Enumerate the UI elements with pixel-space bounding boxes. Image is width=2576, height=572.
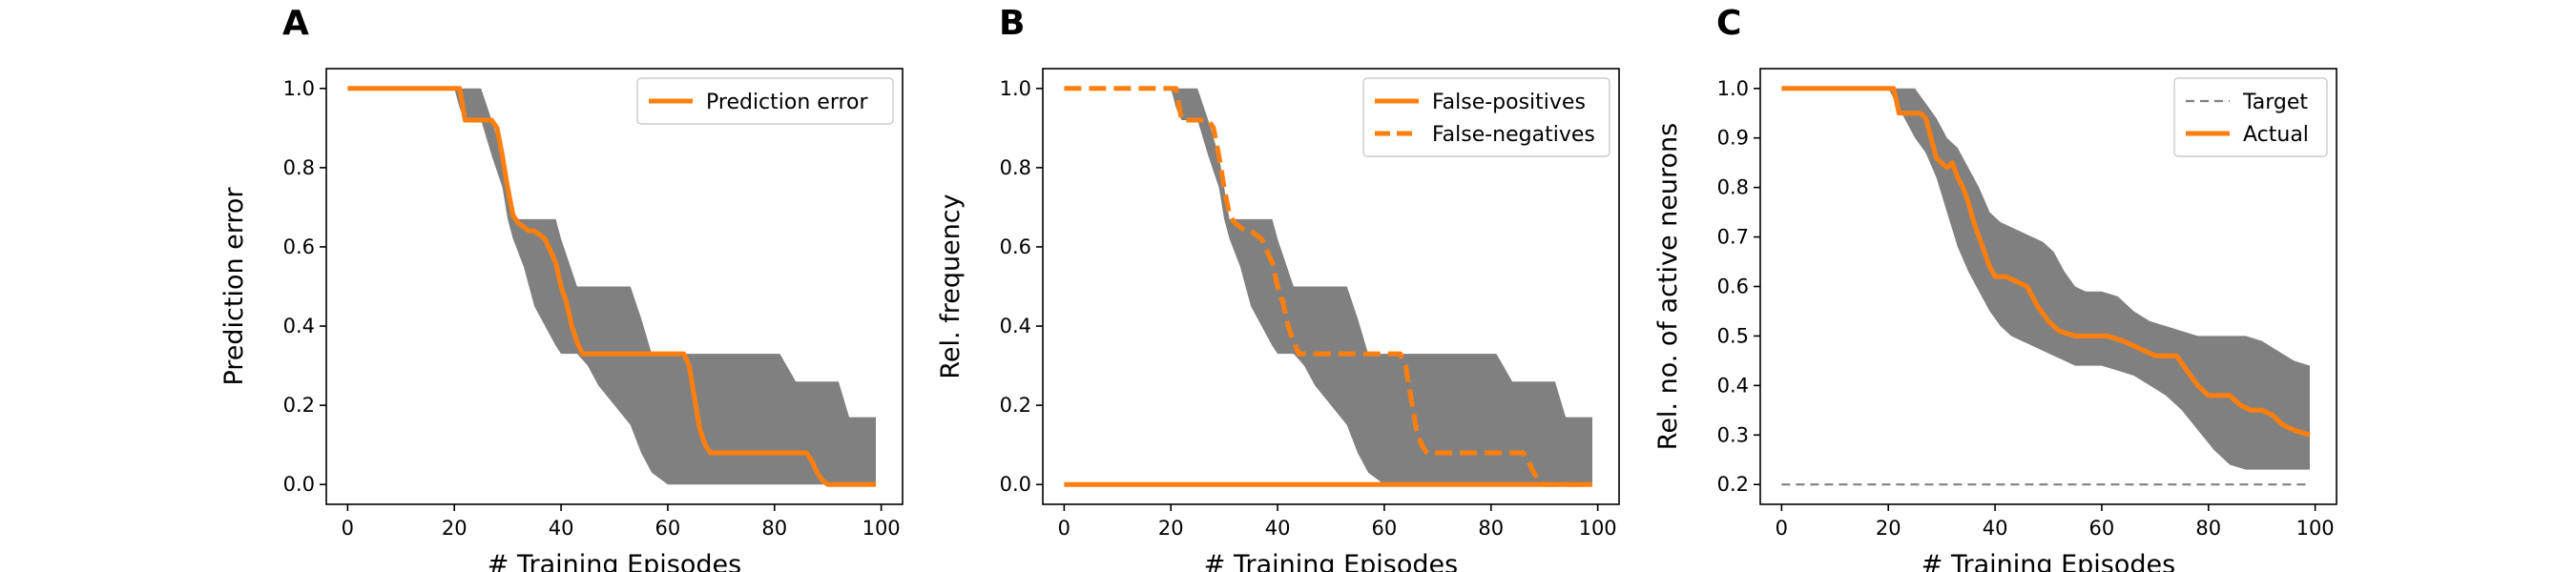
axes-frame: [325, 68, 904, 505]
x-tick-label: 40: [1983, 517, 2008, 540]
y-tick-label: 0.2: [1000, 394, 1031, 417]
legend-label: False-negatives: [1432, 123, 1595, 147]
y-tick-label: 0.8: [283, 156, 315, 179]
y-tick-label: 0.6: [1717, 276, 1749, 298]
y-tick-label: 0.9: [1717, 127, 1749, 150]
x-tick-label: 0: [342, 517, 354, 540]
y-tick-label: 0.7: [1717, 226, 1749, 249]
panel-letter: B: [999, 4, 1025, 43]
series-line-actual: [1781, 86, 2311, 438]
x-tick-label: 100: [1579, 517, 1617, 540]
x-tick-label: 20: [1158, 517, 1184, 540]
x-tick-label: 60: [2089, 517, 2115, 540]
y-tick-label: 1.0: [1717, 77, 1749, 100]
y-tick-label: 0.6: [1000, 235, 1031, 258]
x-tick-label: 20: [442, 517, 467, 540]
y-tick-label: 0.6: [283, 235, 315, 258]
y-axis-label: Rel. no. of active neurons: [1653, 123, 1683, 450]
x-tick-label: 100: [2296, 517, 2335, 540]
legend: Prediction error: [636, 77, 894, 125]
panel-a: A 0 20 40 60 80 100 0.0 0.2 0.4 0.6 0.8 1.0 # Trainin…: [219, 4, 904, 572]
panel-c: C 0 20 40 60 80 100 0.2 0.3 0.4 0.5 0.6 0.7 0.8 0.9 1.0…: [1653, 4, 2337, 572]
y-tick-label: 0.4: [1717, 374, 1749, 397]
y-tick-label: 1.0: [1000, 77, 1031, 100]
variability-band: [1781, 88, 2310, 470]
x-tick-label: 20: [1876, 517, 1901, 540]
panel-b: B 0 20 40 60 80 100 0.0 0.2 0.4 0.6 0.8 1.0 # Trainin…: [936, 4, 1620, 572]
series-line-false-negatives: [1064, 86, 1592, 487]
x-axis-label: # Training Episodes: [1922, 550, 2175, 572]
x-axis-label: # Training Episodes: [1204, 550, 1458, 572]
legend: False-positives False-negatives: [1362, 77, 1610, 157]
y-tick-label: 0.8: [1717, 176, 1749, 199]
legend: Target Actual: [2173, 77, 2328, 157]
y-tick-label: 0.0: [1000, 473, 1031, 496]
y-tick-label: 0.4: [1000, 315, 1031, 337]
legend-label: False-positives: [1432, 91, 1586, 114]
y-tick-label: 0.2: [1717, 473, 1749, 496]
axes-frame: [1042, 68, 1620, 505]
legend-box: [2173, 77, 2328, 157]
y-tick-label: 0.4: [283, 315, 315, 337]
legend-box: [636, 77, 894, 125]
y-tick-label: 0.2: [283, 394, 315, 417]
x-tick-label: 100: [862, 517, 901, 540]
y-tick-label: 0.5: [1717, 324, 1749, 347]
x-tick-label: 80: [2195, 517, 2221, 540]
variability-band: [347, 88, 876, 485]
panel-letter: A: [282, 4, 309, 43]
legend-label: Actual: [2243, 123, 2309, 147]
y-tick-label: 0.3: [1717, 423, 1749, 446]
y-tick-label: 0.8: [1000, 156, 1031, 179]
legend-box: [1362, 77, 1610, 157]
legend-label: Prediction error: [706, 91, 868, 114]
x-tick-label: 60: [655, 517, 681, 540]
x-tick-label: 80: [1478, 517, 1504, 540]
legend-label: Target: [2242, 91, 2308, 114]
panel-letter: C: [1716, 4, 1741, 43]
x-tick-label: 80: [761, 517, 787, 540]
y-tick-label: 1.0: [283, 77, 315, 100]
y-axis-label: Rel. frequency: [936, 194, 966, 378]
variability-band: [1064, 88, 1592, 485]
y-axis-label: Prediction error: [219, 187, 249, 386]
x-tick-label: 40: [549, 517, 574, 540]
x-tick-label: 40: [1265, 517, 1291, 540]
y-tick-label: 0.0: [283, 473, 315, 496]
series-line-prediction-error: [347, 86, 876, 487]
x-tick-label: 0: [1776, 517, 1788, 540]
x-tick-label: 60: [1372, 517, 1398, 540]
x-tick-label: 0: [1058, 517, 1070, 540]
x-axis-label: # Training Episodes: [488, 550, 741, 572]
